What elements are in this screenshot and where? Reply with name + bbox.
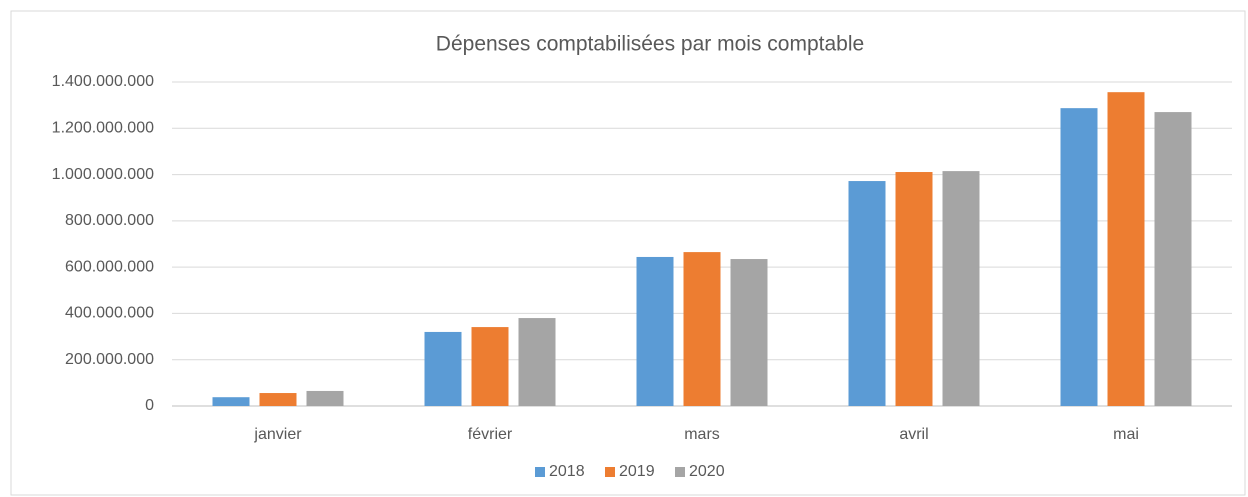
x-tick-label: mai	[1113, 426, 1139, 443]
bar	[942, 171, 980, 406]
legend-swatch	[535, 467, 545, 477]
y-tick-label: 200.000.000	[65, 351, 154, 368]
bar	[424, 331, 462, 406]
bar	[471, 327, 509, 406]
bar	[306, 390, 344, 406]
bar	[683, 252, 721, 406]
x-tick-label: février	[468, 426, 513, 443]
y-tick-label: 600.000.000	[65, 258, 154, 275]
bar	[259, 393, 297, 406]
bar	[212, 397, 250, 406]
legend-label: 2018	[549, 463, 585, 480]
y-tick-label: 800.000.000	[65, 212, 154, 229]
legend-label: 2019	[619, 463, 655, 480]
legend-label: 2020	[689, 463, 725, 480]
x-tick-label: mars	[684, 426, 720, 443]
y-tick-label: 1.000.000.000	[52, 166, 154, 183]
bar	[1107, 92, 1145, 406]
bar	[848, 181, 886, 406]
legend-swatch	[605, 467, 615, 477]
legend-swatch	[675, 467, 685, 477]
bar	[730, 259, 768, 406]
bar	[895, 172, 933, 406]
bar	[1154, 112, 1192, 406]
chart-border	[10, 10, 1246, 496]
y-tick-label: 1.400.000.000	[52, 73, 154, 90]
bar	[1060, 108, 1098, 406]
bar	[636, 256, 674, 406]
bar	[518, 318, 556, 406]
x-tick-label: janvier	[253, 426, 302, 443]
x-tick-label: avril	[899, 426, 928, 443]
y-tick-label: 1.200.000.000	[52, 120, 154, 137]
chart-title: Dépenses comptabilisées par mois comptab…	[436, 33, 864, 56]
y-tick-label: 0	[145, 397, 154, 414]
y-tick-label: 400.000.000	[65, 305, 154, 322]
